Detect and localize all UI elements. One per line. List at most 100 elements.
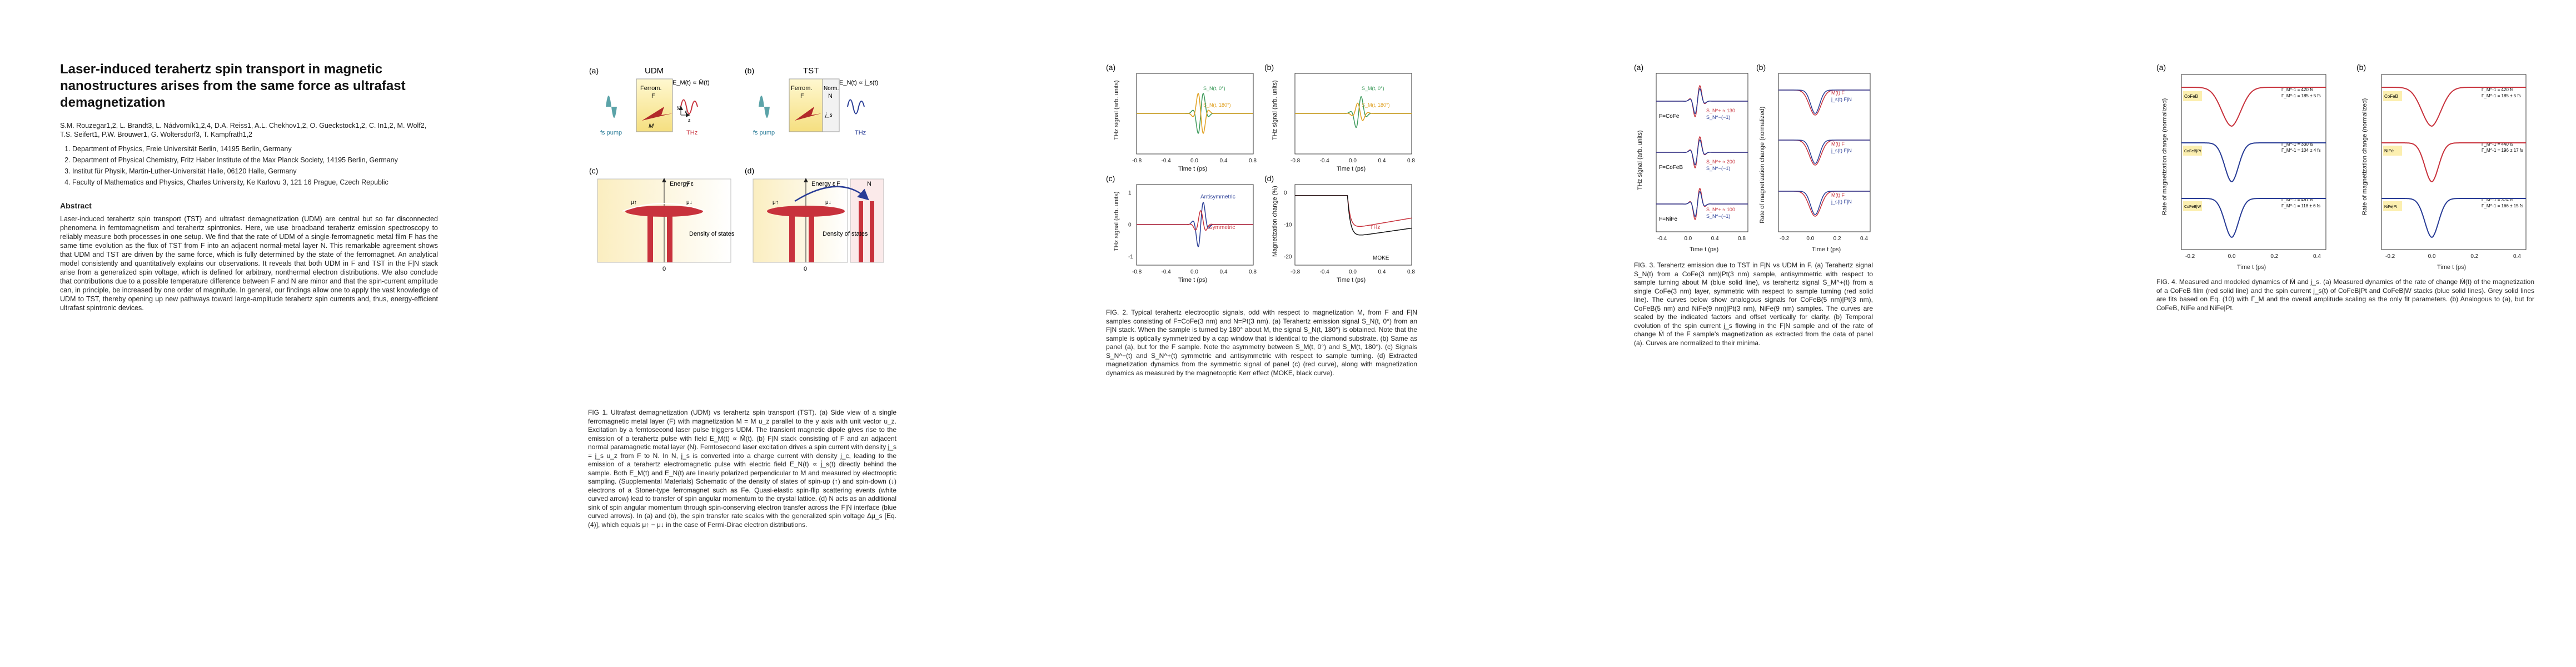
signal-curve (2181, 198, 2326, 238)
ferromagnet-layer (636, 78, 673, 132)
signal-curve (1295, 102, 1412, 121)
dos-band-icon (667, 212, 672, 262)
fermi-sea-up-d (767, 206, 845, 217)
sample-label-2: F=CoFeB (1659, 165, 1683, 171)
x-axis-label-b: Time t (ps) (2437, 264, 2466, 271)
fit-a-4: Γ_M^-1 = 104 ± 4 fs (2281, 148, 2321, 153)
f-label-b: F (800, 93, 804, 99)
legend-d-2: MOKE (1373, 255, 1389, 261)
fig2a-x-tick-label: -0.4 (1162, 158, 1172, 164)
affiliation-item: Faculty of Mathematics and Physics, Char… (72, 178, 438, 187)
signal-curve (2181, 87, 2326, 127)
sample-tag-a-1: CoFeB (2184, 94, 2198, 99)
paper-title: Laser-induced terahertz spin transport i… (60, 62, 406, 110)
axis-x-label: x (685, 109, 687, 115)
m-label: M (649, 123, 654, 130)
legend-d-1: THz (1370, 225, 1380, 231)
fs-pump-label: fs pump (600, 130, 622, 136)
legend-b-5: Ṁ(t) F (1831, 192, 1845, 198)
fs-pump-pulse-icon (606, 96, 617, 118)
fig4b-x-tick-label: 0.0 (2428, 253, 2436, 260)
legend-b-1: S_M(t, 0°) (1362, 86, 1384, 91)
sample-tag-a-2: CoFeB|Pt (2184, 150, 2201, 153)
legend-a-1: S_N(t, 0°) (1203, 86, 1225, 91)
figure-1: (a) UDM Ferrom. F M fs pump THz E_M(t) ∝… (589, 62, 889, 340)
n-label: N (828, 93, 833, 99)
sample-tag-b-2: NiFe (2384, 148, 2394, 153)
fig3b-x-tick-label: -0.2 (1780, 236, 1790, 242)
signal-curve (1295, 195, 1412, 236)
fig2c-x-tick-label: 0.0 (1190, 269, 1198, 275)
sample-tag (2183, 201, 2202, 211)
affiliation-list: Department of Physics, Freie Universität… (60, 145, 438, 187)
fit-b-6: Γ_M^-1 = 166 ± 15 fs (2482, 203, 2523, 208)
signal-curve (1656, 139, 1748, 166)
thz-label-a: THz (686, 130, 697, 136)
signal-curve (1295, 96, 1412, 128)
sample-tag (2383, 146, 2402, 156)
figure-4: (a) (b) Rate of magnetization change (no… (2156, 62, 2534, 273)
y-axis-label-a: THz signal (arb. units) (1637, 130, 1643, 190)
fig4a-x-tick-label: -0.2 (2185, 253, 2195, 260)
figure-1-graphic: (a) UDM Ferrom. F M fs pump THz E_M(t) ∝… (589, 66, 884, 272)
legend-c-1: Antisymmetric (1200, 194, 1235, 200)
panel-label-b: (b) (1756, 63, 1766, 72)
fit-b-2: Γ_M^-1 = 185 ± 5 fs (2482, 93, 2521, 98)
fig3b-x-tick-label: 0.2 (1833, 236, 1841, 242)
scale-label-5: S_N^+ ≈ 100 (1706, 207, 1735, 212)
fig2a-x-tick-label: 0.0 (1190, 158, 1198, 164)
axis-y-label: y (677, 104, 680, 110)
affiliation-item: Department of Physics, Freie Universität… (72, 145, 438, 153)
fig3b-x-tick-label: 0.4 (1860, 236, 1868, 242)
ferromagnet-layer-b (789, 78, 823, 132)
fit-b-1: Γ_M^-1 = 420 fs (2482, 87, 2513, 92)
signal-curve (2381, 198, 2526, 238)
legend-b-1: Ṁ(t) F (1831, 90, 1845, 96)
y-axis-label-b: Rate of magnetization change (normalized… (1759, 107, 1766, 223)
fig2d-y-tick-label: -20 (1284, 254, 1292, 260)
fig4a-x-tick-label: 0.4 (2313, 253, 2321, 260)
fig2d-y-tick-label: 0 (1284, 190, 1287, 196)
fig2b-x-tick-label: -0.8 (1291, 158, 1301, 164)
legend-b-2: j_s(t) F|N (1831, 97, 1852, 102)
panel-label-a: (a) (2156, 63, 2166, 72)
fs-pump-label-b: fs pump (753, 130, 775, 136)
legend-b-3: Ṁ(t) F (1831, 141, 1845, 147)
y-axis-label-c: THz signal (arb. units) (1113, 191, 1120, 251)
dos-label-d: Density of states (823, 231, 868, 237)
signal-curve (2381, 142, 2526, 182)
signal-curve (1295, 195, 1412, 227)
fig2d-x-tick-label: -0.4 (1320, 269, 1330, 275)
fit-a-6: Γ_M^-1 = 118 ± 6 fs (2281, 203, 2320, 208)
legend-b-6: j_s(t) F|N (1831, 199, 1852, 205)
sample-tag (2183, 91, 2202, 101)
fig2b-x-tick-label: -0.4 (1320, 158, 1330, 164)
sample-tag-b-3: NiFe|Pt (2384, 205, 2397, 209)
fig2d-x-tick-label: 0.0 (1349, 269, 1357, 275)
signal-curve (1778, 89, 1870, 114)
x-axis-label-d: Time t (ps) (1337, 277, 1366, 283)
dos-band-icon (809, 212, 814, 262)
abstract-heading: Abstract (60, 201, 92, 210)
fit-a-3: Γ_M^-1 = 330 fs (2281, 142, 2313, 147)
spin-transfer-arrow-icon (794, 186, 869, 202)
y-axis-label-b: Rate of magnetization change (normalized… (2361, 98, 2368, 215)
signal-curve (2381, 87, 2526, 127)
fig2d-y-tick-label: -10 (1284, 222, 1292, 228)
fig2b-x-tick-label: 0.8 (1407, 158, 1415, 164)
panel-label-d: (d) (1264, 174, 1274, 183)
legend-a-2: S_N(t, 180°) (1203, 102, 1231, 108)
normal-metal-layer (822, 78, 840, 132)
panel-label-b: (b) (2356, 63, 2366, 72)
legend-b-4: j_s(t) F|N (1831, 148, 1852, 153)
mu-up-label: μ↑ (631, 200, 637, 206)
fig3a-x-tick-label: 0.4 (1711, 236, 1719, 242)
fig4b-x-tick-label: 0.2 (2470, 253, 2478, 260)
x-axis-label-b: Time t (ps) (1337, 166, 1366, 172)
thz-pulse-icon-b (847, 99, 865, 115)
figure-3: (a) (b) THz signal (arb. units) Rate of … (1634, 62, 1873, 257)
fit-b-4: Γ_M^-1 = 196 ± 17 fs (2482, 148, 2523, 153)
signal-curve (1778, 191, 1870, 215)
fig4b-x-tick-label: 0.4 (2513, 253, 2521, 260)
fig2c-x-tick-label: -0.8 (1132, 269, 1142, 275)
